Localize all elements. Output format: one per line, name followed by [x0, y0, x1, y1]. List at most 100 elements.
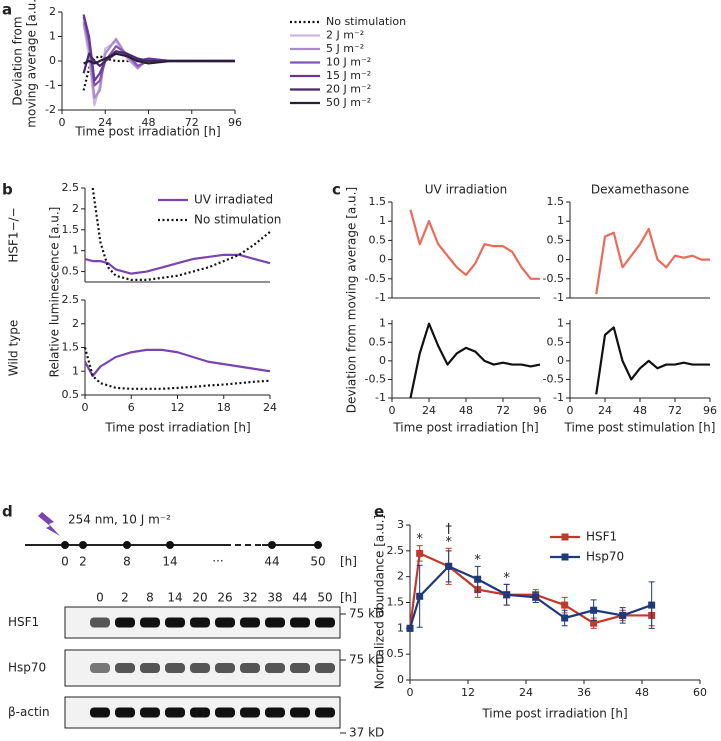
x-tick-label: 96	[703, 404, 717, 417]
blot-band	[140, 663, 160, 673]
time-point	[166, 541, 174, 549]
x-axis-label: Time post stimulation [h]	[564, 421, 716, 435]
blot-band	[315, 663, 335, 673]
blot-band	[290, 663, 310, 673]
x-tick-label: 0	[389, 404, 396, 417]
time-label: ...	[212, 551, 223, 565]
line	[82, 24, 235, 107]
lane-label: 26	[217, 591, 232, 605]
row-label: Wild type	[7, 320, 21, 377]
x-tick-label: 0	[567, 404, 574, 417]
x-tick-label: 24	[598, 404, 612, 417]
y-tick-label: 0.5	[547, 233, 565, 246]
marker	[648, 601, 656, 609]
x-tick-label: 48	[633, 404, 647, 417]
y-axis-label: Deviation from moving average [a.u.]	[345, 187, 359, 413]
blot-band	[165, 617, 185, 628]
y-tick-label: 0.5	[62, 265, 80, 278]
time-label: 2	[79, 555, 87, 569]
row-label: β-actin	[8, 705, 50, 719]
blot-band	[115, 617, 135, 628]
y-tick-label: -0.5	[365, 272, 386, 285]
x-tick-label: 12	[171, 401, 185, 414]
blot-band	[90, 663, 110, 673]
y-tick-label: -0.5	[543, 272, 564, 285]
x-tick-label: 96	[533, 404, 547, 417]
marker	[503, 591, 511, 599]
line	[83, 52, 235, 65]
y-axis-label: moving average [a.u.]	[25, 0, 39, 128]
x-tick-label: 96	[228, 116, 242, 129]
line	[408, 565, 653, 629]
y-tick-label: -1	[553, 391, 564, 404]
lane-label: 20	[192, 591, 207, 605]
marker	[590, 619, 598, 627]
y-tick-label: 0.5	[547, 335, 565, 348]
y-tick-label: 2	[72, 202, 79, 215]
legend-label: 10 J m⁻²	[326, 56, 371, 69]
y-tick-label: 2	[397, 570, 404, 583]
y-tick-label: 2	[49, 5, 56, 18]
legend-label: 50 J m⁻²	[326, 96, 371, 109]
line	[91, 187, 271, 282]
marker-label: 37 kD	[349, 726, 384, 740]
blot-band	[90, 707, 110, 718]
line	[84, 348, 271, 378]
y-tick-label: 1.5	[62, 223, 80, 236]
blot-band	[115, 707, 135, 718]
y-tick-label: -1	[45, 79, 56, 92]
legend-marker	[561, 533, 569, 541]
blot-band	[140, 617, 160, 628]
y-tick-label: 2	[72, 317, 79, 330]
y-tick-label: 0.5	[369, 233, 387, 246]
legend-label: 5 J m⁻²	[326, 42, 364, 55]
y-tick-label: 1	[72, 244, 79, 257]
marker	[590, 606, 598, 614]
time-label: 44	[264, 555, 279, 569]
lane-label: 8	[146, 591, 154, 605]
y-tick-label: -1	[375, 391, 386, 404]
legend-label: 15 J m⁻²	[326, 69, 371, 82]
x-axis-label: Time post irradiation [h]	[481, 707, 627, 721]
line	[409, 209, 540, 280]
legend-label: No stimulation	[326, 15, 406, 28]
marker	[416, 549, 424, 557]
blot-band	[265, 617, 285, 628]
marker	[406, 624, 414, 632]
chart-title: Dexamethasone	[591, 183, 689, 197]
y-tick-label: 0	[379, 354, 386, 367]
blot-band	[215, 617, 235, 628]
x-tick-label: 72	[496, 404, 510, 417]
line	[84, 253, 271, 275]
y-tick-label: -0.5	[543, 372, 564, 385]
legend-label: UV irradiated	[194, 193, 273, 207]
y-tick-label: -2	[45, 103, 56, 116]
blot-band	[140, 707, 160, 718]
x-tick-label: 36	[577, 686, 591, 699]
annotation: *	[503, 571, 510, 586]
y-tick-label: 1.5	[547, 195, 565, 208]
y-tick-label: -1	[375, 291, 386, 304]
marker	[561, 601, 569, 609]
y-tick-label: 1	[72, 364, 79, 377]
y-axis-label: Normalized abundance [a.u.]	[373, 515, 387, 689]
y-tick-label: 0	[379, 253, 386, 266]
panel-label: d	[2, 503, 13, 521]
y-tick-label: 1	[397, 621, 404, 634]
x-tick-label: 18	[217, 401, 231, 414]
x-tick-label: 24	[263, 401, 277, 414]
x-axis-label: Time post irradiation [h]	[104, 421, 250, 435]
time-label: 8	[123, 555, 131, 569]
blot-band	[315, 617, 335, 628]
line	[409, 322, 541, 399]
marker	[619, 611, 627, 619]
line	[595, 227, 710, 295]
y-tick-label: 2.5	[387, 544, 405, 557]
legend-label: Hsp70	[586, 550, 624, 564]
blot-band	[215, 663, 235, 673]
line	[82, 55, 235, 91]
blot-band	[290, 707, 310, 718]
y-tick-label: 0	[397, 673, 404, 686]
dose-label: 254 nm, 10 J m⁻²	[68, 513, 171, 527]
uv-icon	[38, 512, 60, 536]
